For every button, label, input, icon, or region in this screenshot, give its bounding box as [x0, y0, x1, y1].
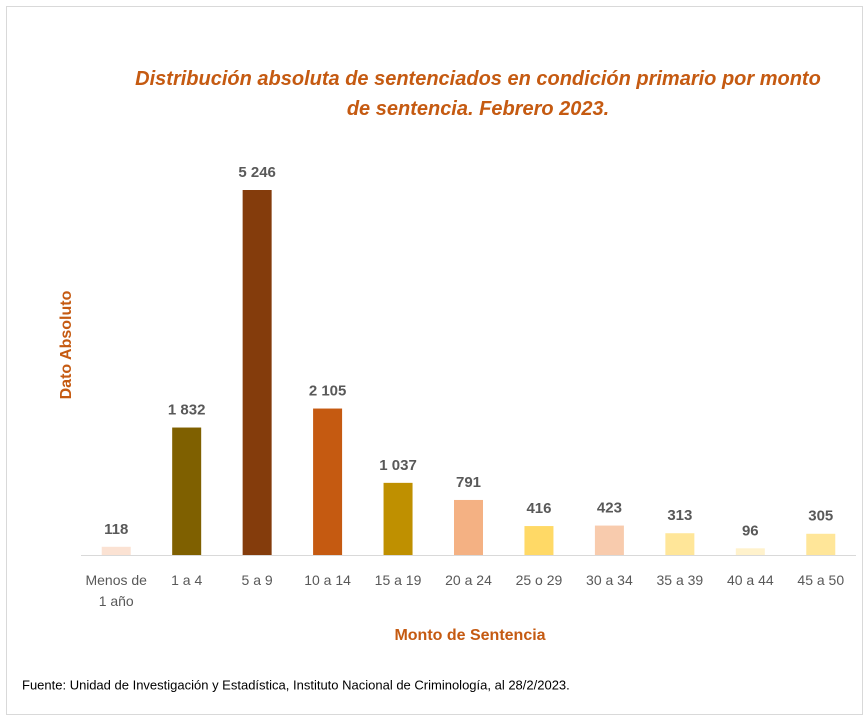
data-label: 118: [104, 521, 128, 538]
x-tick-label: 35 a 39: [656, 572, 704, 588]
data-label: 1 832: [168, 402, 206, 419]
chart-border: [6, 6, 863, 715]
x-tick-label: 15 a 19: [374, 572, 422, 588]
y-axis-label: Dato Absoluto: [58, 290, 75, 399]
data-label: 2 105: [309, 383, 347, 400]
x-tick-label: Menos de 1 año: [85, 572, 147, 609]
bar: [242, 190, 272, 555]
x-tick-label: 1 a 4: [171, 572, 203, 588]
x-tick-label: 20 a 24: [445, 572, 492, 588]
bar: [454, 499, 483, 555]
bar: [101, 546, 131, 555]
bar: [524, 526, 554, 555]
bar: [383, 482, 413, 555]
data-label: 416: [526, 500, 551, 517]
data-label: 305: [808, 508, 833, 525]
bar: [172, 427, 202, 555]
data-label: 313: [667, 507, 692, 524]
data-label: 1 037: [379, 457, 417, 474]
data-label: 96: [742, 522, 759, 539]
x-tick-label: 25 o 29: [515, 572, 563, 588]
source-note: Fuente: Unidad de Investigación y Estadí…: [22, 677, 570, 692]
bar: [806, 533, 836, 555]
x-tick-label: 45 a 50: [797, 572, 845, 588]
bar: [735, 548, 765, 555]
bar: [313, 408, 343, 555]
data-label: 791: [456, 474, 481, 491]
x-tick-label: 30 a 34: [586, 572, 633, 588]
x-axis-label: Monto de Sentencia: [394, 627, 545, 644]
data-label: 5 246: [238, 164, 276, 181]
bar: [594, 525, 624, 555]
chart-title: Distribución absoluta de sentenciados en…: [135, 68, 821, 120]
bar: [665, 533, 695, 555]
x-tick-label: 5 a 9: [241, 572, 273, 588]
x-tick-label: 10 a 14: [304, 572, 351, 588]
x-tick-label: 40 a 44: [726, 572, 774, 588]
data-label: 423: [597, 500, 622, 517]
